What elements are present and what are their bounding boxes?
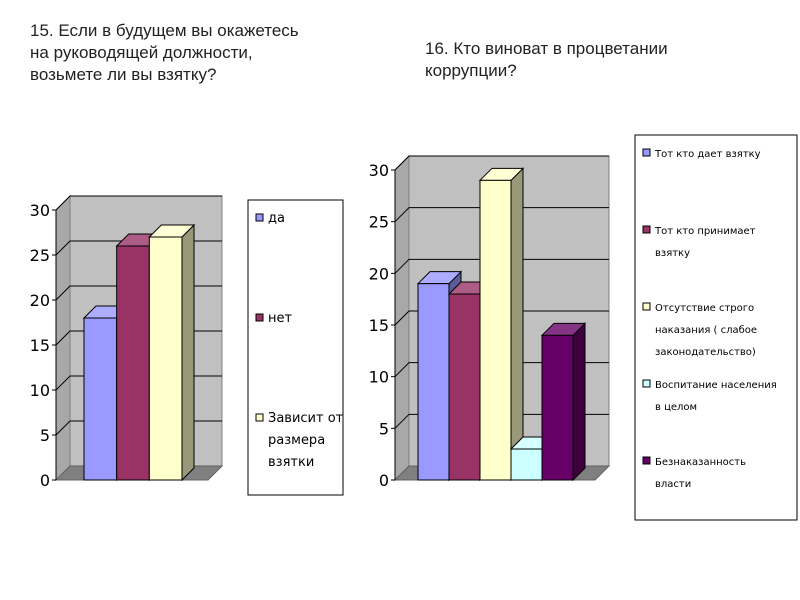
legend-swatch (642, 379, 651, 388)
legend-swatch (255, 313, 264, 322)
legend-label: власти (655, 479, 691, 490)
bar-front (116, 245, 150, 481)
y-tick-label: 15 (369, 316, 389, 335)
bar (148, 223, 196, 482)
legend-label: законодательство) (655, 347, 756, 358)
y-tick-label: 15 (30, 336, 50, 355)
question-15-title: 15. Если в будущем вы окажетесь на руков… (30, 21, 299, 84)
bar-side (510, 167, 524, 482)
y-tick-label: 25 (30, 246, 50, 265)
legend-label: взятку (655, 248, 690, 259)
y-tick-label: 20 (30, 291, 50, 310)
y-tick-label: 5 (379, 419, 389, 438)
legend-label: Безнаказанность (655, 457, 746, 468)
bar-front (448, 293, 481, 481)
y-tick-label: 5 (40, 426, 50, 445)
legend-label: размера (268, 433, 325, 448)
gridline (55, 195, 222, 211)
bar-front (510, 448, 543, 481)
y-tick-label: 25 (369, 213, 389, 232)
legend-box (247, 199, 344, 496)
legend-label: Зависит от (268, 411, 344, 426)
gridline (394, 258, 609, 274)
gridline (394, 155, 609, 171)
bar-front (83, 317, 118, 481)
legend-swatch (642, 456, 651, 465)
bar-front (479, 179, 512, 481)
gridline (394, 207, 609, 223)
bar-front (148, 236, 183, 481)
legend-swatch (255, 213, 264, 222)
legend-box (634, 134, 798, 521)
legend-label: да (268, 211, 285, 226)
legend-label: наказания ( слабое (655, 325, 757, 336)
chart-question-16: 0 5 10 15 20 25 30 Тот кто дает взятку Тот кто п… (369, 134, 798, 521)
legend-label: нет (268, 311, 292, 326)
bar (540, 322, 587, 482)
legend-swatch (642, 225, 651, 234)
bar (478, 167, 525, 482)
bar-front (541, 334, 574, 481)
legend-swatch (255, 413, 264, 422)
gridline (394, 310, 609, 326)
y-tick-label: 0 (40, 471, 50, 490)
legend-label: Отсутствие строго (655, 303, 754, 314)
y-tick-label: 30 (369, 161, 389, 180)
y-tick-label: 30 (30, 201, 50, 220)
legend-label: Тот кто принимает (654, 226, 756, 237)
legend-label: Тот кто дает взятку (654, 149, 761, 160)
chart-question-15: 0 5 10 15 20 25 30 да нет Зависит от размера взятки (30, 194, 344, 496)
legend-label: в целом (655, 402, 697, 413)
legend-label: взятки (268, 455, 314, 470)
question-16-title: 16. Кто виноват в процветании коррупции? (425, 39, 668, 80)
bar-side (181, 223, 195, 482)
y-tick-label: 0 (379, 471, 389, 490)
bar-side (572, 322, 586, 482)
y-tick-label: 20 (369, 264, 389, 283)
legend-swatch (642, 148, 651, 157)
bar-front (417, 283, 450, 481)
legend-label: Воспитание населения (655, 380, 777, 391)
y-tick-label: 10 (369, 368, 389, 387)
y-tick-label: 10 (30, 381, 50, 400)
legend-swatch (642, 302, 651, 311)
